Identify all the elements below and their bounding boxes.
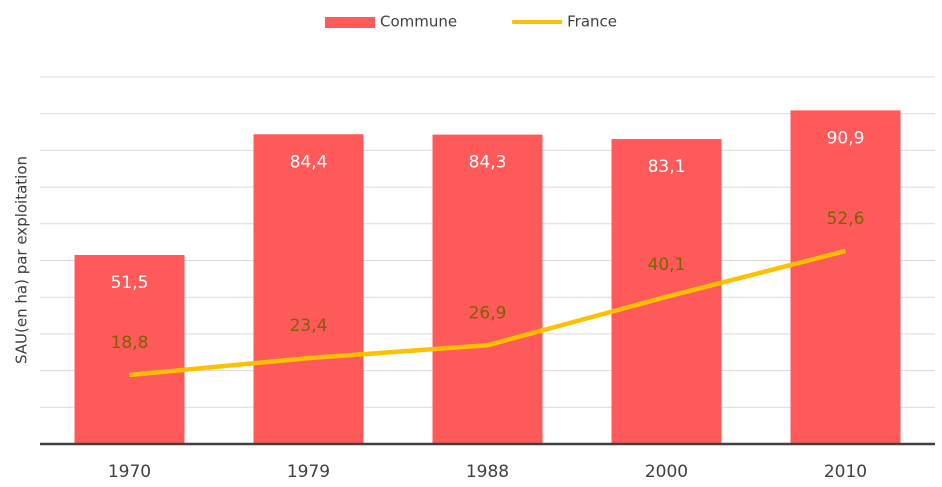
data-label: 52,6 — [827, 209, 865, 229]
x-tick-label: 1970 — [108, 462, 151, 482]
legend-label: Commune — [380, 13, 457, 31]
data-label: 90,9 — [827, 128, 865, 148]
line — [129, 248, 847, 378]
data-label: 18,8 — [111, 333, 149, 353]
data-label: 84,3 — [469, 153, 507, 173]
bar — [790, 110, 901, 444]
bar — [74, 254, 185, 444]
x-tick-label: 1988 — [466, 462, 509, 482]
data-label: 84,4 — [290, 152, 328, 172]
bar — [253, 134, 364, 444]
bar — [432, 134, 543, 444]
y-axis-label: SAU(en ha) par exploitation — [13, 156, 31, 364]
data-label: 51,5 — [111, 273, 149, 293]
data-label: 83,1 — [648, 157, 686, 177]
data-label: 40,1 — [648, 255, 686, 275]
legend-swatch — [325, 17, 375, 28]
x-tick-label: 2010 — [824, 462, 867, 482]
data-label: 23,4 — [290, 316, 328, 336]
bar — [611, 139, 722, 444]
data-label: 26,9 — [469, 303, 507, 323]
x-tick-label: 1979 — [287, 462, 330, 482]
x-tick-label: 2000 — [645, 462, 688, 482]
legend-label: France — [567, 13, 617, 31]
